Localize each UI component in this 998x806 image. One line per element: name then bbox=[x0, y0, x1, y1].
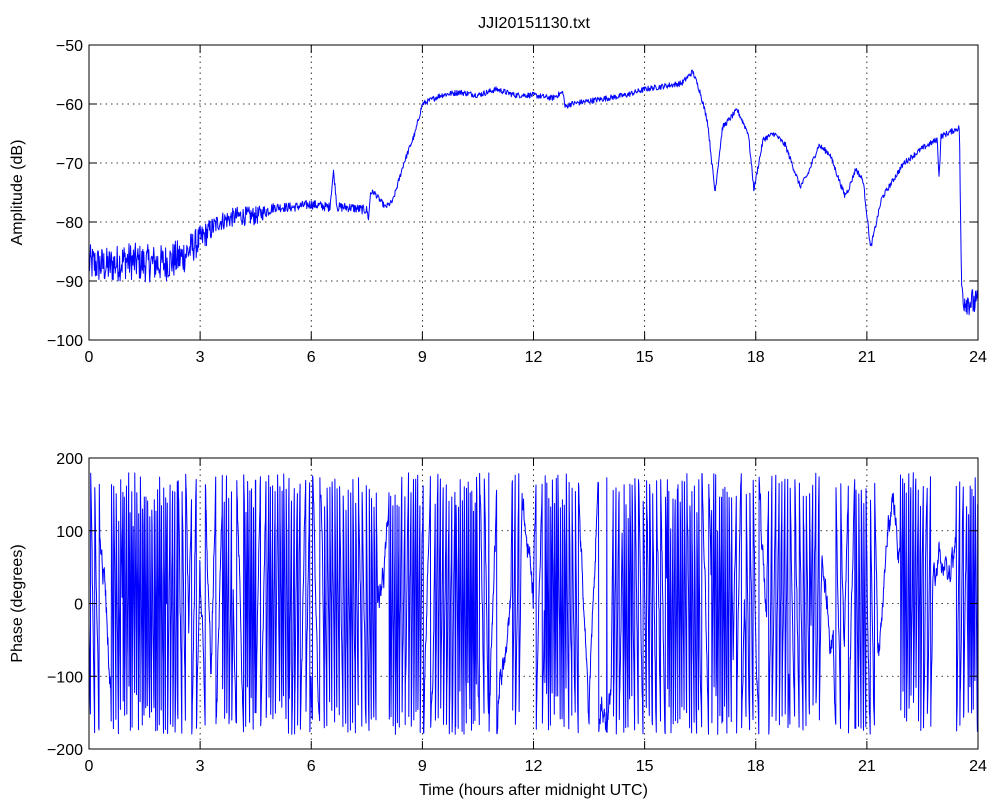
amplitude-x-tick-label: 12 bbox=[525, 349, 543, 366]
amplitude-panel: 0 3 6 9 12 15 18 21 24 −50 −60 −70 −80 −90 −100 Amplit… bbox=[9, 38, 987, 366]
phase-x-tick-label: 18 bbox=[747, 758, 765, 775]
amplitude-x-tick-label: 21 bbox=[858, 349, 876, 366]
amplitude-chart-title: JJI20151130.txt bbox=[478, 15, 590, 32]
amplitude-x-tick-label: 0 bbox=[85, 349, 94, 366]
amplitude-x-tick-label: 18 bbox=[747, 349, 765, 366]
amplitude-y-tick-label: −50 bbox=[56, 38, 83, 55]
phase-x-tick-label: 0 bbox=[85, 758, 94, 775]
phase-x-tick-label: 24 bbox=[969, 758, 987, 775]
amplitude-y-tick-label: −70 bbox=[56, 156, 83, 173]
phase-x-tick-label: 15 bbox=[636, 758, 654, 775]
phase-y-tick-label: 200 bbox=[56, 451, 83, 468]
phase-y-tick-label: −100 bbox=[47, 669, 83, 686]
amplitude-ticks: 0 3 6 9 12 15 18 21 24 −50 −60 −70 −80 −90 −100 bbox=[47, 38, 987, 366]
amplitude-trace-group bbox=[88, 69, 979, 316]
phase-x-tick-label: 6 bbox=[307, 758, 316, 775]
phase-x-tick-label: 9 bbox=[418, 758, 427, 775]
phase-series-line bbox=[88, 472, 979, 735]
amplitude-y-axis-label: Amplitude (dB) bbox=[9, 140, 26, 246]
phase-panel: 0 3 6 9 12 15 18 21 24 200 100 0 −100 −200 Phase (deg… bbox=[9, 451, 987, 799]
phase-y-tick-label: 100 bbox=[56, 524, 83, 541]
amplitude-x-tick-label: 3 bbox=[196, 349, 205, 366]
amplitude-series-line bbox=[88, 69, 979, 316]
phase-x-tick-label: 21 bbox=[858, 758, 876, 775]
amplitude-y-tick-label: −60 bbox=[56, 97, 83, 114]
phase-y-tick-label: −200 bbox=[47, 742, 83, 759]
amplitude-x-tick-label: 24 bbox=[969, 349, 987, 366]
amplitude-x-tick-label: 6 bbox=[307, 349, 316, 366]
amplitude-y-tick-label: −90 bbox=[56, 274, 83, 291]
phase-ticks: 0 3 6 9 12 15 18 21 24 200 100 0 −100 −200 bbox=[47, 451, 987, 775]
phase-trace-group bbox=[88, 472, 979, 735]
amplitude-x-tick-label: 15 bbox=[636, 349, 654, 366]
amplitude-x-tick-label: 9 bbox=[418, 349, 427, 366]
phase-x-tick-label: 3 bbox=[196, 758, 205, 775]
amplitude-y-tick-label: −100 bbox=[47, 333, 83, 350]
time-x-axis-label: Time (hours after midnight UTC) bbox=[419, 782, 648, 799]
phase-y-tick-label: 0 bbox=[74, 597, 83, 614]
amplitude-y-tick-label: −80 bbox=[56, 215, 83, 232]
phase-x-tick-label: 12 bbox=[525, 758, 543, 775]
phase-y-axis-label: Phase (degrees) bbox=[9, 544, 26, 662]
